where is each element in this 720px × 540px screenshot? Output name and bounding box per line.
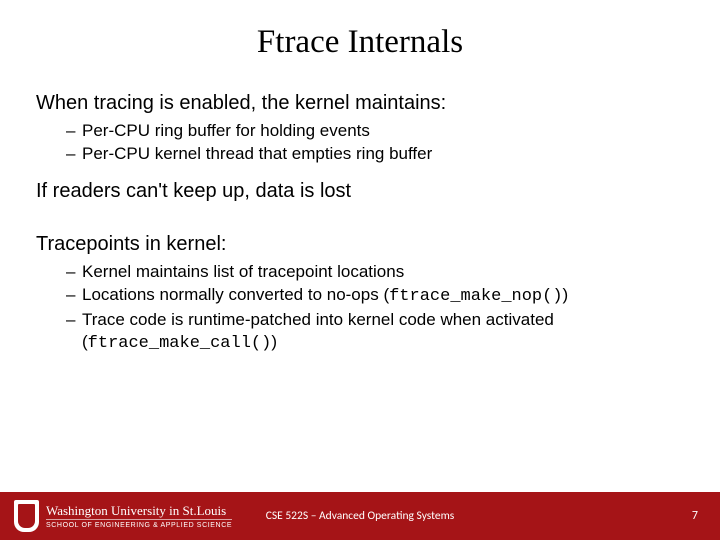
section-heading: When tracing is enabled, the kernel main… bbox=[36, 91, 684, 116]
item-prefix: Locations normally converted to no-ops ( bbox=[82, 285, 389, 304]
university-logo: Washington University in St.Louis SCHOOL… bbox=[0, 500, 232, 532]
item-code: ftrace_make_call() bbox=[88, 334, 272, 353]
shield-icon bbox=[14, 500, 39, 532]
item-code: ftrace_make_nop() bbox=[389, 287, 562, 306]
list-item: Per-CPU kernel thread that empties ring … bbox=[66, 143, 684, 165]
list-item: Kernel maintains list of tracepoint loca… bbox=[66, 261, 684, 283]
sub-list: Per-CPU ring buffer for holding events P… bbox=[36, 120, 684, 165]
list-item: Locations normally converted to no-ops (… bbox=[66, 284, 684, 308]
slide-footer: Washington University in St.Louis SCHOOL… bbox=[0, 492, 720, 540]
list-item: Per-CPU ring buffer for holding events bbox=[66, 120, 684, 142]
section-heading: If readers can't keep up, data is lost bbox=[36, 179, 684, 204]
item-suffix: ) bbox=[563, 285, 569, 304]
logo-text: Washington University in St.Louis SCHOOL… bbox=[46, 504, 232, 529]
section-heading: Tracepoints in kernel: bbox=[36, 232, 684, 257]
page-number: 7 bbox=[692, 509, 698, 523]
course-label: CSE 522S – Advanced Operating Systems bbox=[266, 509, 455, 523]
slide-title: Ftrace Internals bbox=[0, 0, 720, 77]
university-name: Washington University in St.Louis bbox=[46, 504, 232, 517]
list-item: Trace code is runtime-patched into kerne… bbox=[66, 309, 684, 355]
sub-list: Kernel maintains list of tracepoint loca… bbox=[36, 261, 684, 355]
slide-content: When tracing is enabled, the kernel main… bbox=[0, 91, 720, 356]
school-name: SCHOOL OF ENGINEERING & APPLIED SCIENCE bbox=[46, 519, 232, 529]
item-suffix: ) bbox=[271, 332, 277, 351]
